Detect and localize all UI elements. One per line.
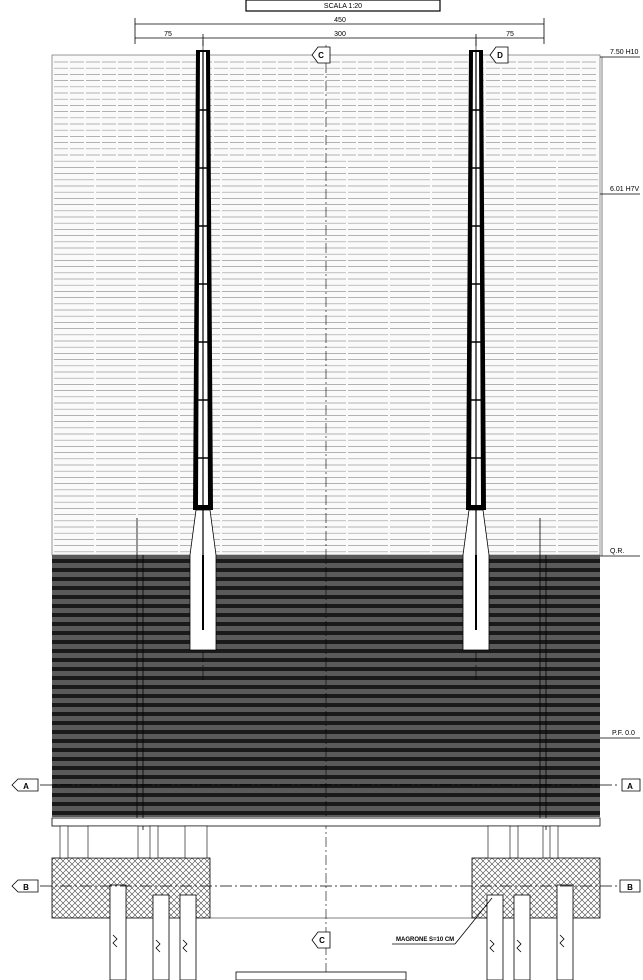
section-a-right-label: A	[627, 782, 633, 791]
axis-bubble-c-bottom: C	[311, 931, 331, 949]
title-box: SCALA 1:20	[245, 0, 441, 12]
level-ground: Q.R.	[610, 548, 624, 555]
svg-text:C: C	[319, 936, 325, 945]
dim-right-offset: 75	[506, 31, 514, 38]
level-floor: P.F. 0.0	[612, 730, 635, 737]
section-b-right-label: B	[627, 883, 633, 892]
vertical-rebars	[136, 518, 547, 830]
axis-bubble-c-top: C	[311, 46, 331, 64]
level-markers	[600, 56, 640, 739]
magrone-note: MAGRONE S=10 CM	[392, 897, 493, 945]
level-top: 7.50 H10	[610, 49, 639, 56]
right-mast	[462, 50, 490, 651]
svg-text:C: C	[318, 51, 324, 60]
foundation	[51, 817, 601, 980]
dim-left-offset: 75	[164, 31, 172, 38]
level-mid: 6.01 H7V	[610, 186, 640, 193]
magrone-note-text: MAGRONE S=10 CM	[396, 937, 454, 943]
section-line-a	[11, 778, 641, 792]
dim-overall: 450	[334, 17, 346, 24]
svg-text:D: D	[497, 51, 503, 60]
axis-bubble-d-top: D	[489, 46, 509, 64]
left-mast	[189, 50, 217, 651]
section-b-left-label: B	[23, 883, 29, 892]
dim-inner: 300	[334, 31, 346, 38]
title-text: SCALA 1:20	[324, 3, 362, 10]
section-a-left-label: A	[23, 782, 29, 791]
section-line-b	[11, 879, 641, 893]
